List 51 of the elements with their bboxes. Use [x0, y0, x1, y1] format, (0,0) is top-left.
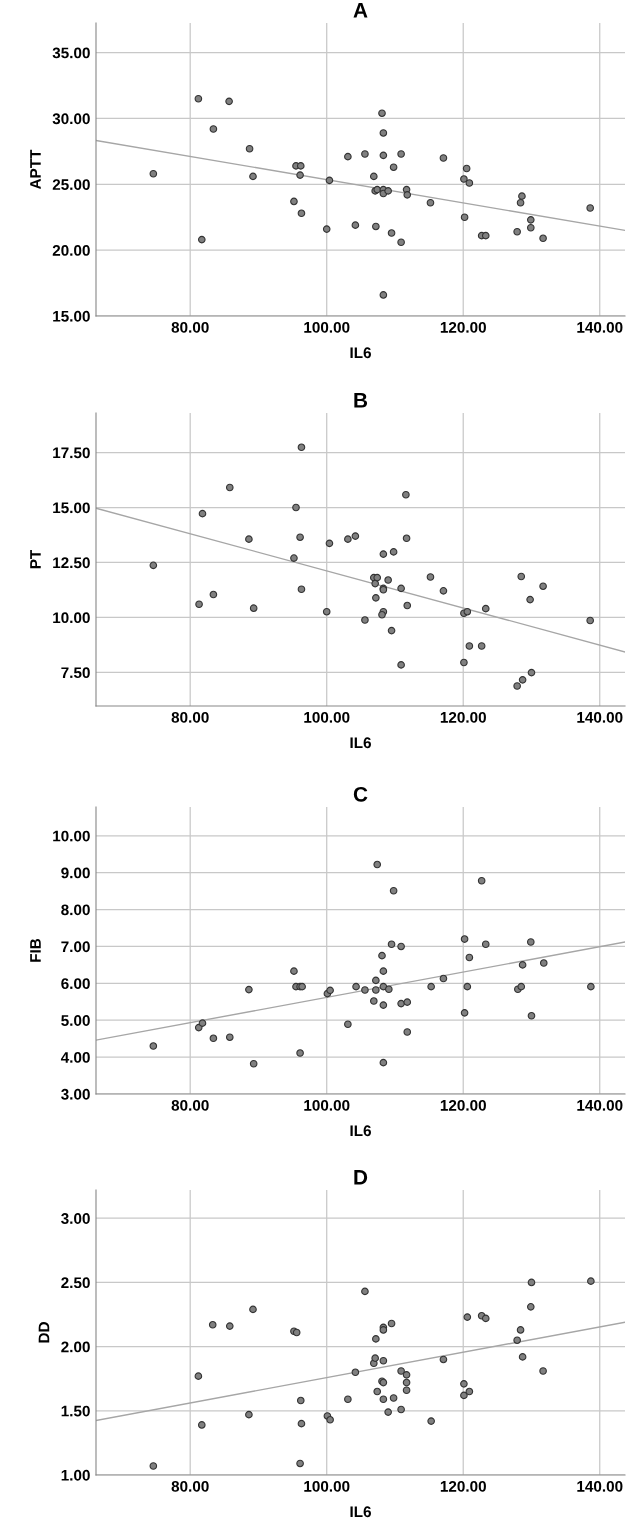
chart-title: D: [354, 1170, 368, 1185]
y-axis-title: APTT: [30, 149, 41, 190]
y-tick-label: 5.00: [61, 1015, 90, 1026]
y-tick-label: 1.50: [61, 1405, 90, 1417]
x-tick-label: 140.00: [577, 321, 623, 333]
y-tick-label: 30.00: [52, 113, 90, 125]
y-tick-label: 9.00: [61, 867, 90, 879]
x-tick-label: 120.00: [440, 1480, 486, 1492]
x-tick-label: 120.00: [440, 711, 486, 723]
x-tick-label: 80.00: [171, 321, 209, 333]
chart-title: A: [353, 3, 368, 18]
y-tick-label: 2.00: [61, 1341, 90, 1353]
x-axis-title: IL6: [350, 347, 371, 359]
x-tick-label: 100.00: [304, 321, 350, 333]
y-tick-label: 6.00: [61, 978, 90, 990]
y-tick-label: 7.00: [61, 941, 90, 953]
y-tick-label: 8.00: [61, 904, 90, 916]
y-tick-label: 7.50: [61, 667, 90, 679]
y-axis-title: PT: [30, 549, 41, 569]
x-axis-title: IL6: [350, 1125, 371, 1137]
y-tick-label: 12.50: [53, 557, 90, 569]
x-tick-label: 100.00: [304, 711, 350, 723]
y-tick-label: 20.00: [52, 245, 90, 256]
x-tick-label: 80.00: [171, 1099, 209, 1111]
y-tick-label: 3.00: [61, 1088, 90, 1100]
y-tick-label: 35.00: [52, 47, 90, 59]
chart-title: C: [353, 786, 368, 802]
y-tick-label: 10.00: [53, 612, 90, 624]
y-tick-label: 25.00: [52, 179, 90, 190]
x-tick-label: 140.00: [577, 1099, 623, 1111]
y-axis-title: DD: [38, 1322, 50, 1343]
y-tick-label: 1.00: [61, 1469, 90, 1481]
y-tick-label: 10.00: [53, 830, 90, 842]
y-tick-label: 15.00: [53, 502, 90, 514]
y-tick-label: 2.50: [61, 1277, 90, 1289]
chart-title: B: [354, 393, 368, 408]
y-tick-label: 17.50: [53, 447, 90, 459]
x-axis-title: IL6: [350, 737, 371, 749]
x-tick-label: 140.00: [577, 711, 623, 723]
y-tick-label: 4.00: [60, 1051, 90, 1063]
y-tick-label: 3.00: [61, 1213, 90, 1224]
x-tick-label: 100.00: [304, 1480, 350, 1492]
x-tick-label: 100.00: [304, 1099, 350, 1111]
y-tick-label: 15.00: [53, 310, 90, 322]
x-tick-label: 120.00: [440, 321, 486, 333]
x-axis-title: IL6: [350, 1506, 371, 1518]
y-axis-title: FIB: [30, 938, 41, 962]
x-tick-label: 120.00: [440, 1099, 486, 1111]
x-tick-label: 140.00: [577, 1480, 623, 1492]
x-tick-label: 80.00: [171, 1480, 209, 1492]
x-tick-label: 80.00: [171, 711, 209, 723]
